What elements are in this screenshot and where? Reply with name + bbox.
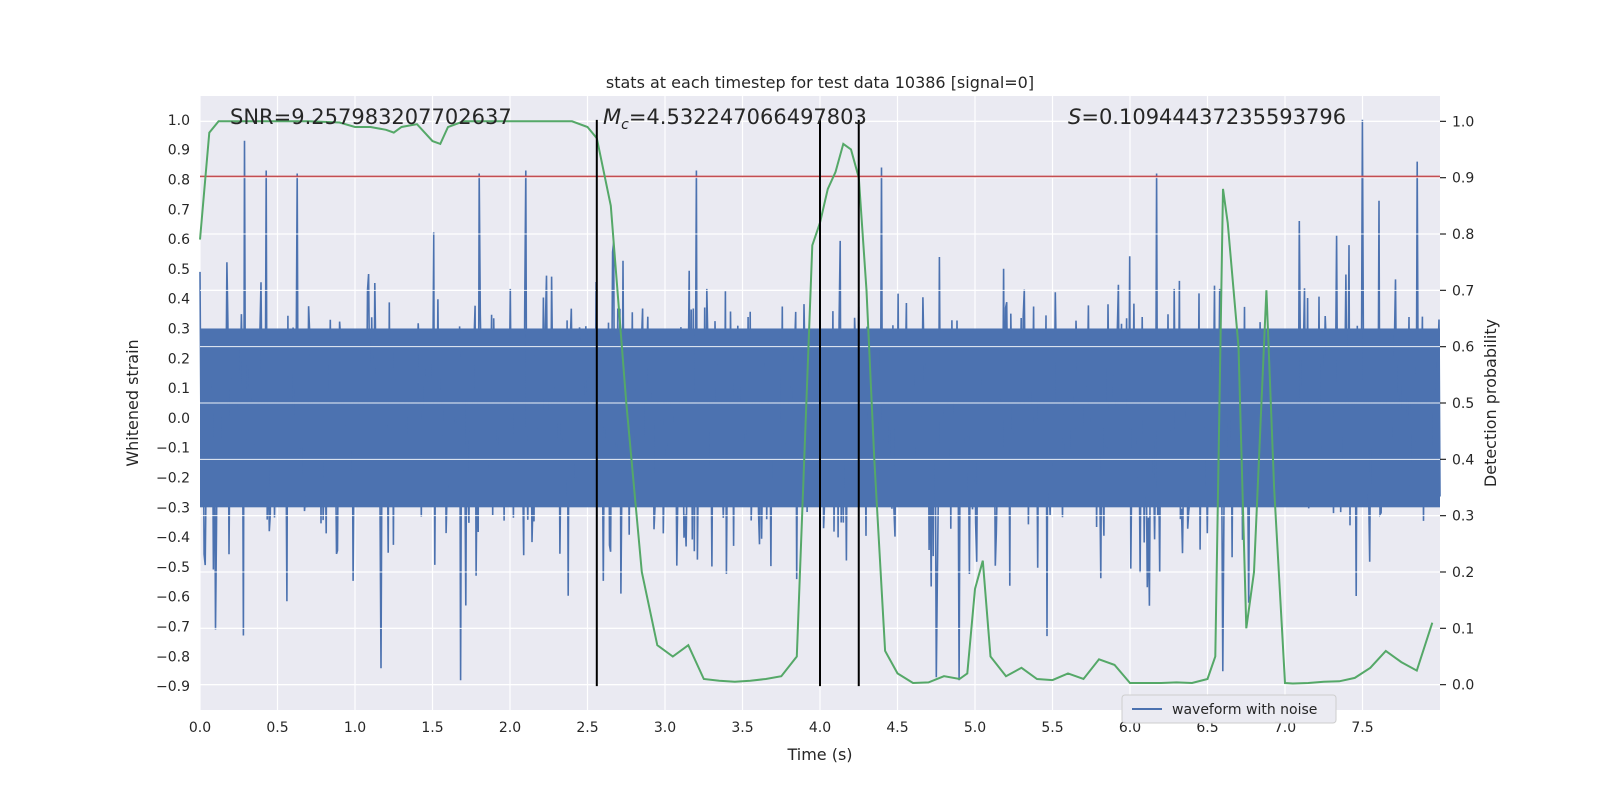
chart-title: stats at each timestep for test data 103… bbox=[606, 73, 1034, 92]
y-left-tick-label: 0.5 bbox=[168, 262, 190, 278]
s-symbol: S bbox=[1068, 105, 1081, 129]
y-left-tick-label: 0.0 bbox=[168, 411, 190, 427]
x-tick-label: 3.0 bbox=[654, 720, 676, 736]
x-tick-label: 0.5 bbox=[266, 720, 288, 736]
x-axis: 0.0 0.5 1.0 1.5 2.0 2.5 3.0 3.5 4.0 4.5 5.0 5.5 6.0 6… bbox=[189, 720, 1374, 736]
y-axis-right: 1.0 0.9 0.8 0.7 0.6 0.5 0.4 0.3 0.2 0.1 0.0 bbox=[1440, 114, 1474, 694]
x-tick-label: 1.0 bbox=[344, 720, 366, 736]
chirp-mass-annotation: Mc=4.532247066497803 bbox=[603, 105, 867, 133]
legend-box bbox=[1121, 694, 1337, 724]
y-left-tick-label: −0.8 bbox=[156, 649, 190, 665]
x-tick-label: 5.0 bbox=[964, 720, 986, 736]
y-left-tick-label: −0.3 bbox=[156, 500, 190, 516]
y-left-tick-label: 0.3 bbox=[168, 321, 190, 337]
x-tick-label: 2.0 bbox=[499, 720, 521, 736]
y-right-tick-label: 0.8 bbox=[1452, 227, 1474, 243]
y-left-tick-label: −0.1 bbox=[156, 441, 190, 457]
x-tick-label: 3.5 bbox=[731, 720, 753, 736]
x-tick-label: 4.5 bbox=[886, 720, 908, 736]
y-left-tick-label: 0.8 bbox=[168, 172, 190, 188]
legend: waveform with noise bbox=[1121, 694, 1337, 724]
y-left-tick-label: −0.4 bbox=[156, 530, 190, 546]
y-left-tick-label: 0.4 bbox=[168, 292, 190, 308]
y-right-tick-label: 0.1 bbox=[1452, 621, 1474, 637]
y-right-tick-label: 0.0 bbox=[1452, 678, 1474, 694]
y-right-tick-label: 0.6 bbox=[1452, 340, 1474, 356]
x-tick-label: 6.0 bbox=[1119, 720, 1141, 736]
s-annotation: S=0.10944437235593796 bbox=[1068, 105, 1346, 129]
y-left-tick-label: 0.2 bbox=[168, 351, 190, 367]
y-left-tick-label: −0.9 bbox=[156, 679, 190, 695]
chirp-mass-symbol: M bbox=[603, 105, 621, 129]
y-left-tick-label: 0.6 bbox=[168, 232, 190, 248]
chirp-mass-subscript: c bbox=[621, 117, 629, 133]
y-left-tick-label: 1.0 bbox=[168, 113, 190, 129]
y-right-tick-label: 0.2 bbox=[1452, 565, 1474, 581]
x-tick-label: 4.0 bbox=[809, 720, 831, 736]
y-right-tick-label: 0.9 bbox=[1452, 171, 1474, 187]
y-left-tick-label: −0.2 bbox=[156, 471, 190, 487]
x-tick-label: 0.0 bbox=[189, 720, 211, 736]
y-axis-left: 1.0 0.9 0.8 0.7 0.6 0.5 0.4 0.3 0.2 0.1 0.0 −0.1 −0.… bbox=[156, 113, 190, 695]
y-right-tick-label: 0.4 bbox=[1452, 452, 1474, 468]
y-left-tick-label: 0.9 bbox=[168, 143, 190, 159]
probability-line bbox=[199, 120, 1434, 685]
snr-annotation: SNR=9.257983207702637 bbox=[230, 105, 512, 129]
x-tick-label: 1.5 bbox=[421, 720, 443, 736]
plot-content bbox=[199, 119, 1441, 687]
s-value: =0.10944437235593796 bbox=[1081, 105, 1346, 129]
y-right-tick-label: 0.5 bbox=[1452, 396, 1474, 412]
chirp-mass-value: =4.532247066497803 bbox=[629, 105, 867, 129]
x-tick-label: 7.0 bbox=[1274, 720, 1296, 736]
legend-label: waveform with noise bbox=[1172, 702, 1317, 718]
y-right-tick-label: 0.7 bbox=[1452, 283, 1474, 299]
y-axis-right-label: Detection probability bbox=[1481, 319, 1500, 487]
y-left-tick-label: −0.7 bbox=[156, 620, 190, 636]
y-right-tick-label: 0.3 bbox=[1452, 509, 1474, 525]
y-left-tick-label: −0.6 bbox=[156, 590, 190, 606]
x-tick-label: 7.5 bbox=[1351, 720, 1373, 736]
y-left-tick-label: 0.1 bbox=[168, 381, 190, 397]
y-right-tick-label: 1.0 bbox=[1452, 114, 1474, 130]
x-tick-label: 5.5 bbox=[1041, 720, 1063, 736]
y-left-tick-label: −0.5 bbox=[156, 560, 190, 576]
y-left-tick-label: 0.7 bbox=[168, 202, 190, 218]
x-tick-label: 6.5 bbox=[1196, 720, 1218, 736]
x-axis-label: Time (s) bbox=[786, 745, 852, 764]
x-tick-label: 2.5 bbox=[576, 720, 598, 736]
y-axis-left-label: Whitened strain bbox=[123, 339, 142, 466]
